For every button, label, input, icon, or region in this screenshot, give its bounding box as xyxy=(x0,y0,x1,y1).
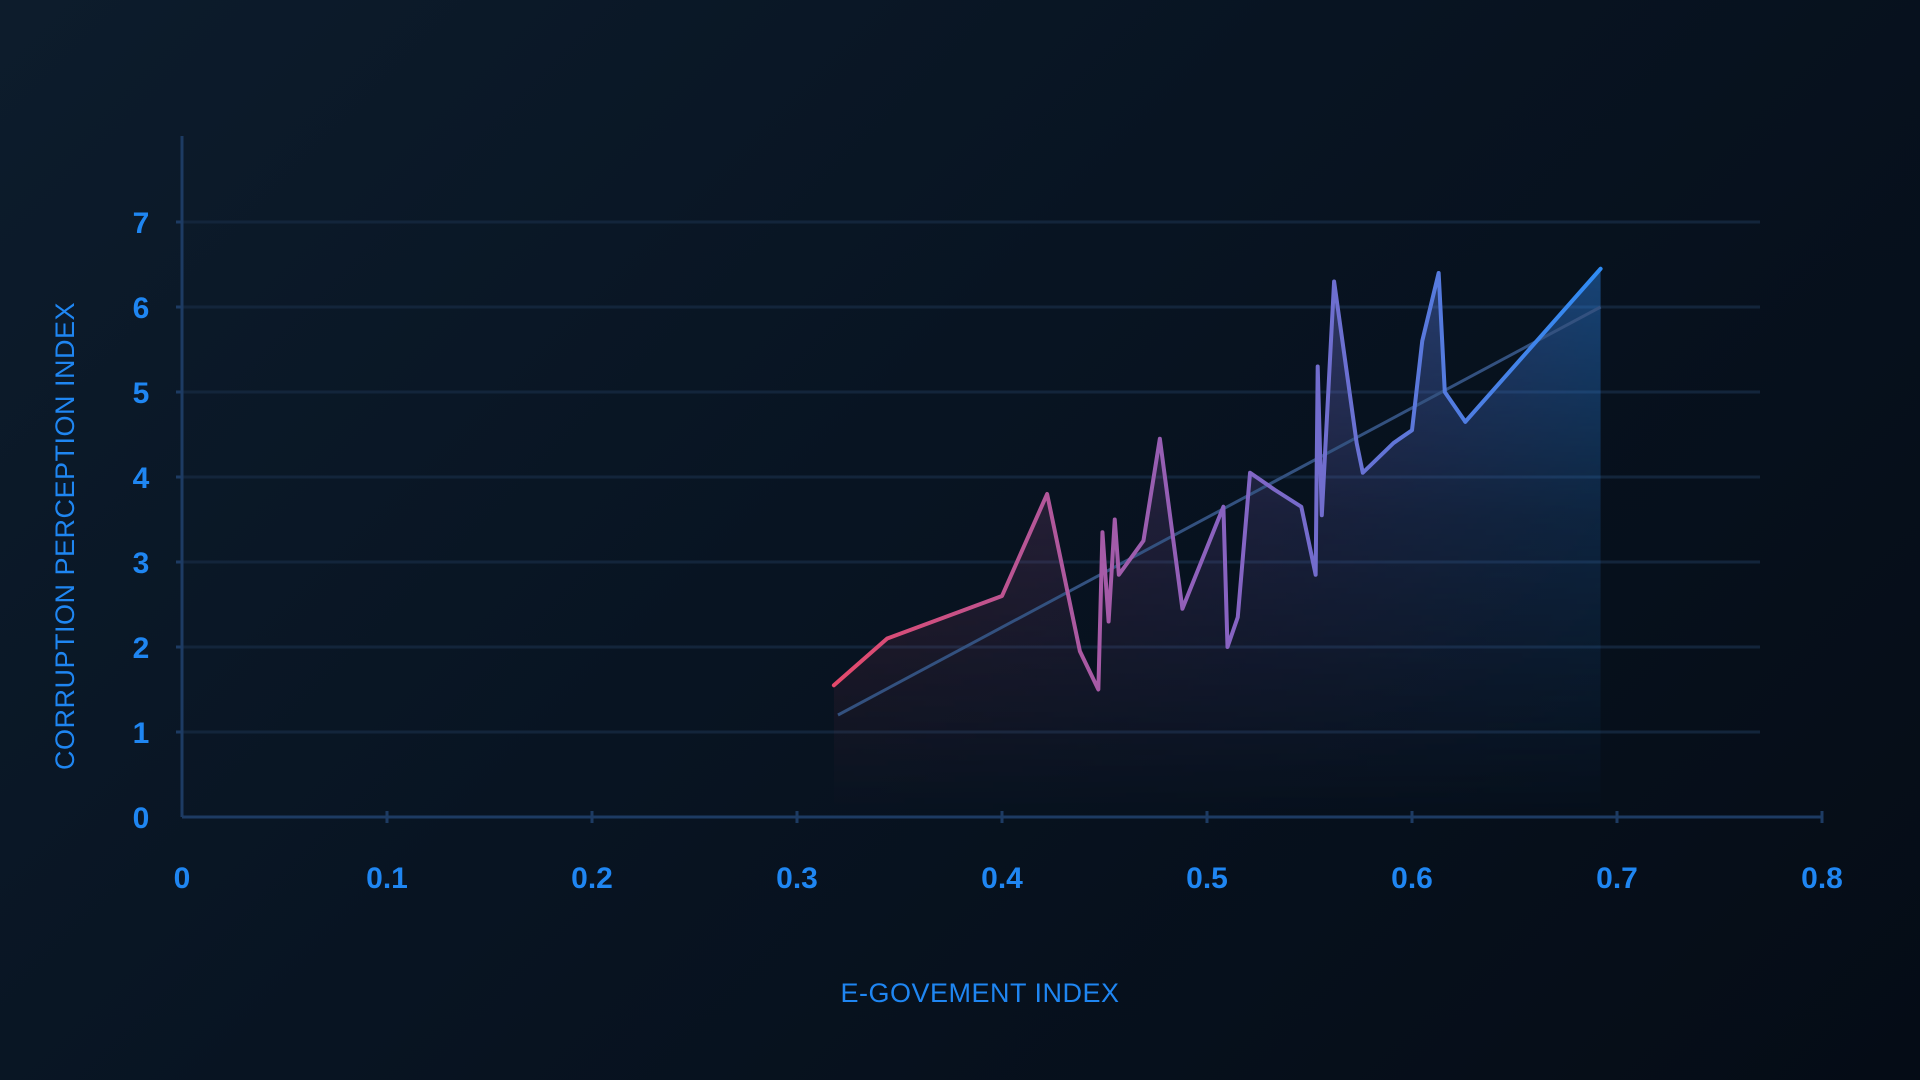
y-tick-label: 6 xyxy=(133,292,150,325)
x-tick-label: 0.7 xyxy=(1596,862,1638,895)
x-tick-label: 0.4 xyxy=(981,862,1023,895)
x-tick-label: 0 xyxy=(174,862,191,895)
series-line-1 xyxy=(1463,266,1603,424)
y-tick-label: 3 xyxy=(133,547,150,580)
x-tick-labels: 0 0.1 0.2 0.3 0.4 0.5 0.6 0.7 0.8 xyxy=(174,862,1843,895)
series-line-0 xyxy=(831,271,1468,692)
x-tick-label: 0.8 xyxy=(1801,862,1843,895)
gridlines xyxy=(182,220,1760,734)
y-tick-label: 2 xyxy=(133,632,150,665)
y-tick-label: 5 xyxy=(133,377,150,410)
trendline xyxy=(837,305,1602,717)
area-fill-shape xyxy=(833,268,1601,817)
y-axis-title: CORRUPTION PERCEPTION INDEX xyxy=(50,302,80,770)
y-tick-label: 1 xyxy=(133,717,150,750)
x-axis-title: E-GOVEMENT INDEX xyxy=(840,978,1119,1008)
y-tick-label: 0 xyxy=(133,802,150,835)
y-tick-labels: 0 1 2 3 4 5 6 7 xyxy=(133,207,150,835)
x-tick-label: 0.6 xyxy=(1391,862,1433,895)
x-tick-label: 0.1 xyxy=(366,862,408,895)
y-tick-label: 7 xyxy=(133,207,150,240)
area-fill xyxy=(833,268,1601,817)
axes xyxy=(176,136,1824,823)
data-line xyxy=(831,266,1603,692)
x-tick-label: 0.3 xyxy=(776,862,818,895)
x-tick-label: 0.5 xyxy=(1186,862,1228,895)
y-tick-label: 4 xyxy=(133,462,150,495)
trend-line xyxy=(837,305,1602,717)
x-tick-label: 0.2 xyxy=(571,862,613,895)
